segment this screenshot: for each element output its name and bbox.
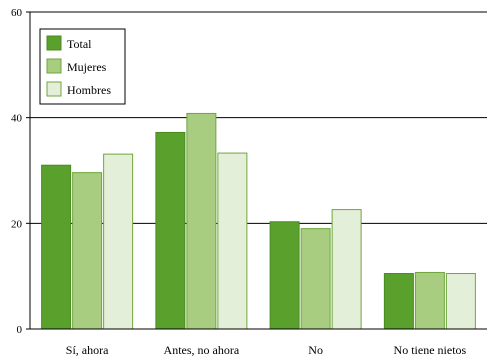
legend-swatch-total bbox=[46, 35, 62, 51]
y-tick-label: 0 bbox=[17, 324, 23, 336]
legend-swatch-mujeres bbox=[46, 58, 62, 74]
legend-label-total: Total bbox=[67, 37, 92, 51]
x-tick-label: Antes, no ahora bbox=[164, 343, 240, 357]
bar-total-1 bbox=[155, 131, 186, 330]
legend-label-hombres: Hombres bbox=[67, 83, 111, 97]
bar-mujeres-1 bbox=[186, 112, 217, 330]
legend-label-mujeres: Mujeres bbox=[67, 60, 107, 74]
legend: Total Mujeres Hombres bbox=[39, 28, 126, 105]
bar-hombres-2 bbox=[331, 209, 362, 330]
bar-total-3 bbox=[383, 273, 414, 330]
y-tick-label: 60 bbox=[11, 7, 23, 19]
x-tick-label: Sí, ahora bbox=[66, 343, 109, 357]
bar-mujeres-2 bbox=[300, 228, 331, 330]
bar-hombres-1 bbox=[217, 152, 248, 330]
bar-total-2 bbox=[269, 221, 300, 330]
axes: 0 20 40 60 Sí, ahora Antes, no ahora No No tien… bbox=[11, 7, 487, 357]
x-tick-label: No tiene nietos bbox=[394, 343, 467, 357]
bar-hombres-0 bbox=[103, 153, 134, 330]
y-tick-label: 20 bbox=[11, 218, 23, 230]
bar-mujeres-0 bbox=[72, 172, 103, 330]
bars bbox=[41, 112, 476, 330]
y-tick-label: 40 bbox=[11, 113, 23, 125]
bar-mujeres-3 bbox=[414, 271, 445, 330]
x-tick-label: No bbox=[308, 343, 323, 357]
bar-total-0 bbox=[41, 164, 72, 330]
legend-swatch-hombres bbox=[46, 81, 62, 97]
bar-hombres-3 bbox=[445, 273, 476, 330]
